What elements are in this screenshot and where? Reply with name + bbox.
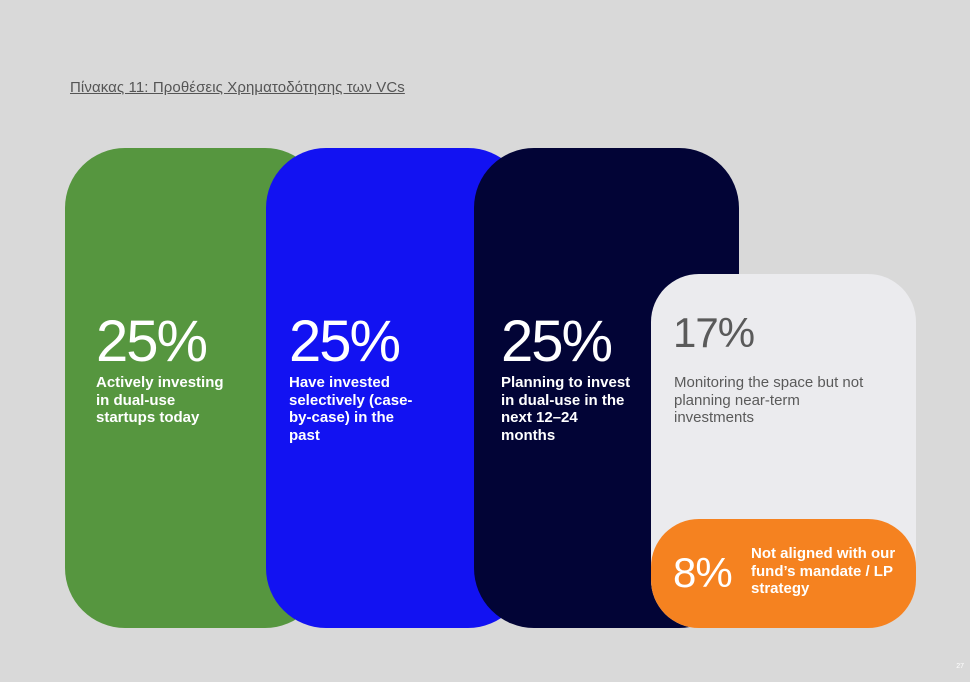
page-number: 27 bbox=[956, 663, 964, 670]
card-percentage: 8% bbox=[673, 549, 733, 596]
card-description: Monitoring the space but not planning ne… bbox=[674, 374, 864, 426]
card-description: Have invested selectively (case-by-case)… bbox=[289, 374, 413, 444]
card-description: Not aligned with our fund’s mandate / LP… bbox=[751, 545, 896, 597]
card-percentage: 25% bbox=[96, 309, 208, 374]
card-percentage: 17% bbox=[673, 309, 755, 356]
card-not-aligned: 8% Not aligned with our fund’s mandate /… bbox=[651, 519, 916, 628]
card-percentage: 25% bbox=[289, 309, 401, 374]
page-title: Πίνακας 11: Προθέσεις Χρηματοδότησης των… bbox=[70, 79, 405, 96]
card-percentage: 25% bbox=[501, 309, 613, 374]
card-description: Actively investing in dual-use startups … bbox=[96, 374, 224, 426]
card-description: Planning to invest in dual-use in the ne… bbox=[501, 374, 631, 444]
